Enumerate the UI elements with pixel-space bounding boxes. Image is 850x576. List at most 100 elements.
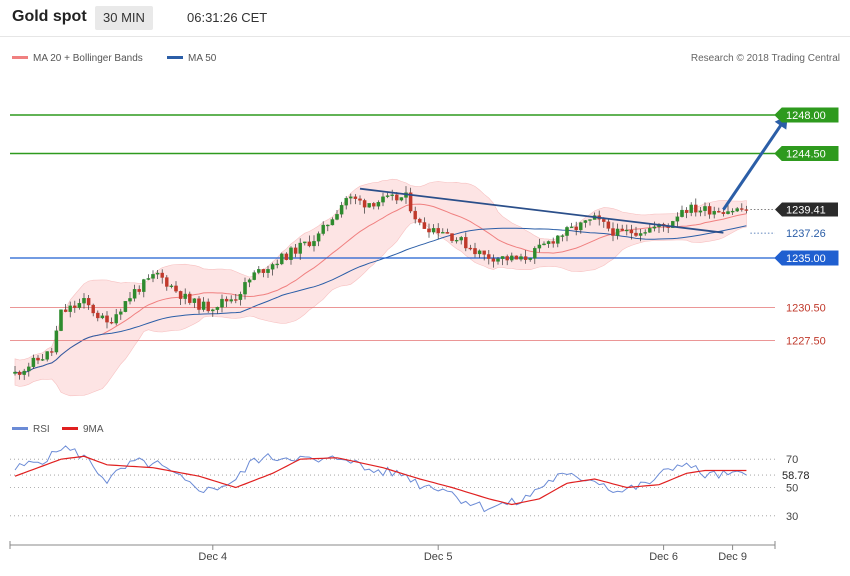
moving-averages [14,203,747,374]
candle-body [119,311,123,315]
candle-body [477,250,482,255]
x-axis-tick-label: Dec 9 [718,551,747,563]
price-labels: 1248.00 1244.50 1235.00 1230.50 1227.50 1239.… [750,107,839,348]
credit-text: Research © 2018 Trading Central [691,53,840,64]
last-price-text: 1239.41 [786,204,826,216]
candle-body [505,256,509,261]
candle-body [40,359,45,361]
rsi-legend: RSI 9MA [12,424,104,435]
candle-body [464,237,468,249]
candle-body [579,222,583,231]
candle-body [390,194,394,196]
candle-body [546,241,551,245]
candle-body [638,233,643,236]
candle-body [100,315,105,319]
candle-body [197,298,201,310]
candle-body [211,309,215,312]
candle-body [689,204,693,213]
candle-body [261,269,266,273]
candle-body [721,212,726,214]
last-price-tag [775,202,838,217]
candle-body [537,244,542,249]
candle-body [215,306,220,310]
candle-body [362,200,367,208]
price-level-tag [774,146,839,161]
rsi-last-label: 58.78 [782,470,810,482]
candle-body [353,196,358,199]
candle-body [643,232,647,234]
candle-body [63,309,68,312]
candle-body [519,256,523,260]
candle-body [13,371,17,374]
candle-body [109,322,114,324]
candle-body [59,309,63,331]
candle-body [556,235,560,244]
candle-body [367,203,371,208]
price-level-label: 1248.00 [774,107,839,123]
candle-body [574,226,578,231]
candle-body [31,357,36,367]
rsi-legend-label: RSI [33,424,50,435]
candle-body [234,299,238,301]
candle-body [146,278,151,280]
candle-body [36,357,40,361]
price-level-label: 1227.50 [775,333,838,348]
candle-body [652,226,657,229]
interval-button[interactable]: 30 MIN [95,6,153,30]
candle-body [128,298,132,302]
price-level-label: 1244.50 [774,146,839,161]
candle-body [560,235,565,237]
x-axis: Dec 4 Dec 5 Dec 6 Dec 9 [9,541,776,563]
candle-body [160,272,164,278]
candle-body [431,228,436,233]
candle-body [86,298,91,306]
candle-body [744,209,749,211]
candle-body [349,196,353,199]
candle-body [510,255,514,261]
instrument-title: Gold spot [12,8,87,25]
candle-body [339,205,344,215]
candle-body [45,351,49,360]
candle-body [735,208,739,212]
price-level-text: 1244.50 [786,149,826,161]
last-price-label: 1239.41 [775,202,838,217]
candle-body [427,228,431,233]
x-axis-tick-label: Dec 4 [198,551,227,563]
candle-body [247,279,252,283]
price-level-label: 1235.00 [774,250,839,266]
candle-body [132,289,137,299]
candle-body [399,197,404,201]
candle-body [238,293,243,300]
candle-body [569,226,574,228]
candle-body [50,351,54,353]
candle-body [188,293,192,303]
candle-body [243,282,247,295]
candle-body [137,289,141,292]
price-chart: MA 20 + Bollinger Bands MA 50 Research ©… [0,37,850,576]
candle-body [648,228,652,233]
candle-body [441,232,445,234]
candle-body [671,221,675,228]
candle-body [326,224,330,227]
price-level-tag [775,300,838,315]
ma20-legend-label: MA 20 + Bollinger Bands [33,53,143,64]
price-level-tag [774,107,839,123]
candle-body [514,255,519,260]
rsi-level-label: 30 [786,511,798,523]
candle-body [275,263,279,266]
candle-body [229,299,233,302]
price-levels [10,114,775,341]
candle-body [96,312,100,319]
candle-body [500,256,505,259]
ma50-legend-swatch [167,56,183,59]
candle-body [358,198,362,201]
candle-body [523,256,528,260]
candle-body [487,254,491,259]
candle-body [82,298,86,304]
chart-header: Gold spot 30 MIN 06:31:26 CET [0,0,850,37]
candle-body [418,218,422,223]
rsi-ma-legend-swatch [62,427,78,430]
candle-body [54,330,59,353]
candle-body [27,366,31,372]
price-level-tag [774,250,839,266]
